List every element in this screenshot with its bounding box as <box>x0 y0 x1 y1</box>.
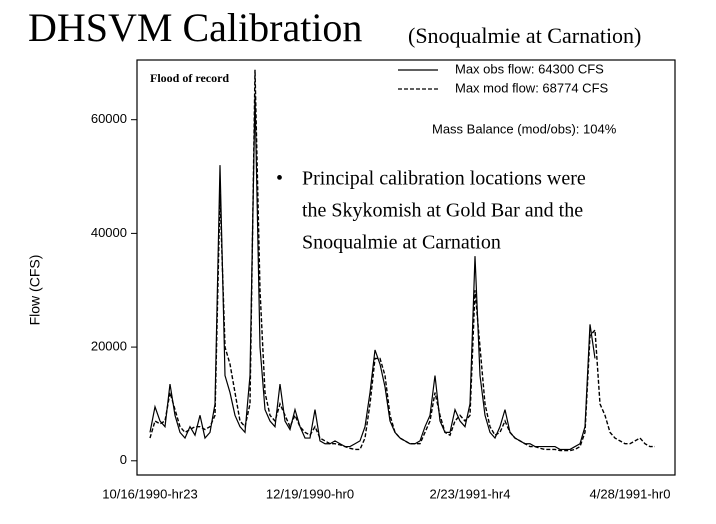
series-line <box>149 95 596 451</box>
x-tick-label: 12/19/1990-hr0 <box>266 486 354 501</box>
y-tick-label: 20000 <box>91 339 127 354</box>
bullet-dot: • <box>276 168 283 190</box>
series-line <box>149 69 655 452</box>
x-tick-label: 2/23/1991-hr4 <box>430 486 511 501</box>
annotation: Flood of record <box>150 71 229 85</box>
y-axis-label: Flow (CFS) <box>27 255 43 326</box>
x-tick-label: 4/28/1991-hr0 <box>590 486 671 501</box>
y-tick-label: 60000 <box>91 111 127 126</box>
x-tick-label: 10/16/1990-hr23 <box>102 486 197 501</box>
legend-label: Max mod flow: 68774 CFS <box>455 80 609 95</box>
slide-title: DHSVM Calibration <box>28 5 362 50</box>
bullet-line: Principal calibration locations were <box>302 168 586 190</box>
bullet-line: Snoqualmie at Carnation <box>302 232 501 254</box>
mass-balance: Mass Balance (mod/obs): 104% <box>432 121 617 136</box>
plot-frame <box>136 59 676 476</box>
y-tick-label: 40000 <box>91 225 127 240</box>
legend-label: Max obs flow: 64300 CFS <box>455 61 604 76</box>
slide-subtitle: (Snoqualmie at Carnation) <box>408 23 641 48</box>
y-tick-label: 0 <box>120 452 127 467</box>
bullet-line: the Skykomish at Gold Bar and the <box>302 200 583 222</box>
